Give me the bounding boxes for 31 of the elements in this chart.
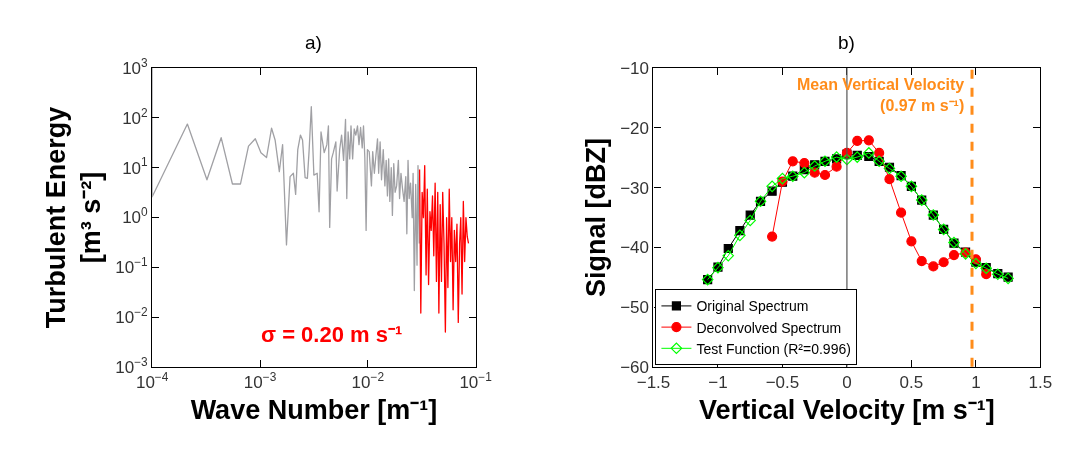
chart-title: b) [838,32,855,53]
y-tick-label: 10$^{−2}$ [115,304,149,327]
chart-title: a) [305,32,322,53]
x-tick-label: 0.5 [899,373,924,393]
x-tick-label: 10$^{−2}$ [351,370,385,393]
y-tick-label: 10$^{3}$ [122,55,149,79]
y-tick-label: 10$^{0}$ [122,205,149,228]
x-tick-label: −1 [708,373,728,393]
x-tick-label: −0.5 [765,373,800,393]
x-tick-label: 0 [842,373,852,393]
y-tick-label: 10$^{1}$ [122,155,149,178]
legend-label: Deconvolved Spectrum [696,319,842,336]
annotation: σ = 0.20 m s⁻¹ [261,322,403,347]
x-axis-title: Wave Number [m⁻¹] [190,394,438,425]
y-axis-title: Turbulent Energy [m³ s⁻²] [41,106,107,329]
y-tick-label: −10 [620,59,649,79]
ref-line-label: Mean Vertical Velocity (0.97 m s⁻¹) [797,76,965,114]
legend-label: Test Function (R²=0.996) [696,340,851,357]
x-tick-label: 1 [971,373,981,393]
x-tick-label: 10$^{−1}$ [459,370,493,393]
x-tick-label: 10$^{−3}$ [243,370,277,393]
y-tick-label: −20 [620,118,649,138]
y-tick-label: 10$^{−1}$ [115,255,149,278]
x-axis-title: Vertical Velocity [m s⁻¹] [699,394,995,425]
x-tick-label: 1.5 [1028,373,1053,393]
y-tick-label: 10$^{2}$ [122,105,149,128]
y-tick-label: −40 [620,238,649,258]
y-tick-label: −30 [620,178,649,198]
legend-label: Original Spectrum [696,298,809,315]
y-tick-label: −50 [620,298,649,318]
y-axis-title: Signal [dBZ] [581,137,612,297]
